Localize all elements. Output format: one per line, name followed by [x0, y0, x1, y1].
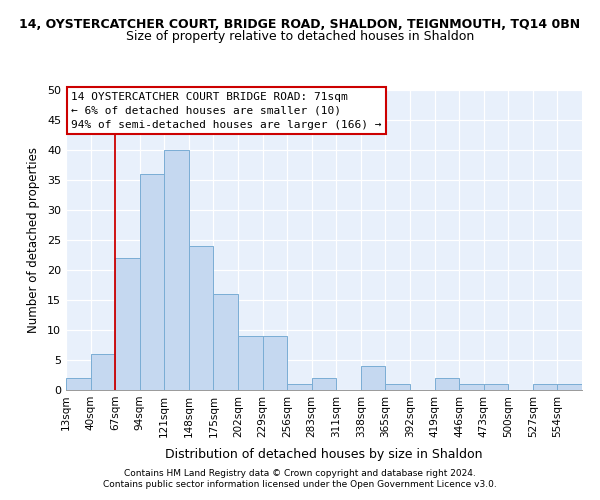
Bar: [385, 384, 410, 390]
Bar: [189, 246, 214, 390]
Text: Contains public sector information licensed under the Open Government Licence v3: Contains public sector information licen…: [103, 480, 497, 489]
Bar: [312, 378, 336, 390]
Text: Size of property relative to detached houses in Shaldon: Size of property relative to detached ho…: [126, 30, 474, 43]
Bar: [484, 384, 508, 390]
X-axis label: Distribution of detached houses by size in Shaldon: Distribution of detached houses by size …: [165, 448, 483, 461]
Bar: [287, 384, 312, 390]
Bar: [91, 354, 115, 390]
Bar: [115, 258, 140, 390]
Bar: [164, 150, 189, 390]
Text: Contains HM Land Registry data © Crown copyright and database right 2024.: Contains HM Land Registry data © Crown c…: [124, 468, 476, 477]
Bar: [214, 294, 238, 390]
Bar: [361, 366, 385, 390]
Bar: [140, 174, 164, 390]
Bar: [238, 336, 263, 390]
Text: 14 OYSTERCATCHER COURT BRIDGE ROAD: 71sqm
← 6% of detached houses are smaller (1: 14 OYSTERCATCHER COURT BRIDGE ROAD: 71sq…: [71, 92, 382, 130]
Bar: [557, 384, 582, 390]
Y-axis label: Number of detached properties: Number of detached properties: [27, 147, 40, 333]
Bar: [459, 384, 484, 390]
Bar: [263, 336, 287, 390]
Bar: [434, 378, 459, 390]
Text: 14, OYSTERCATCHER COURT, BRIDGE ROAD, SHALDON, TEIGNMOUTH, TQ14 0BN: 14, OYSTERCATCHER COURT, BRIDGE ROAD, SH…: [19, 18, 581, 30]
Bar: [66, 378, 91, 390]
Bar: [533, 384, 557, 390]
